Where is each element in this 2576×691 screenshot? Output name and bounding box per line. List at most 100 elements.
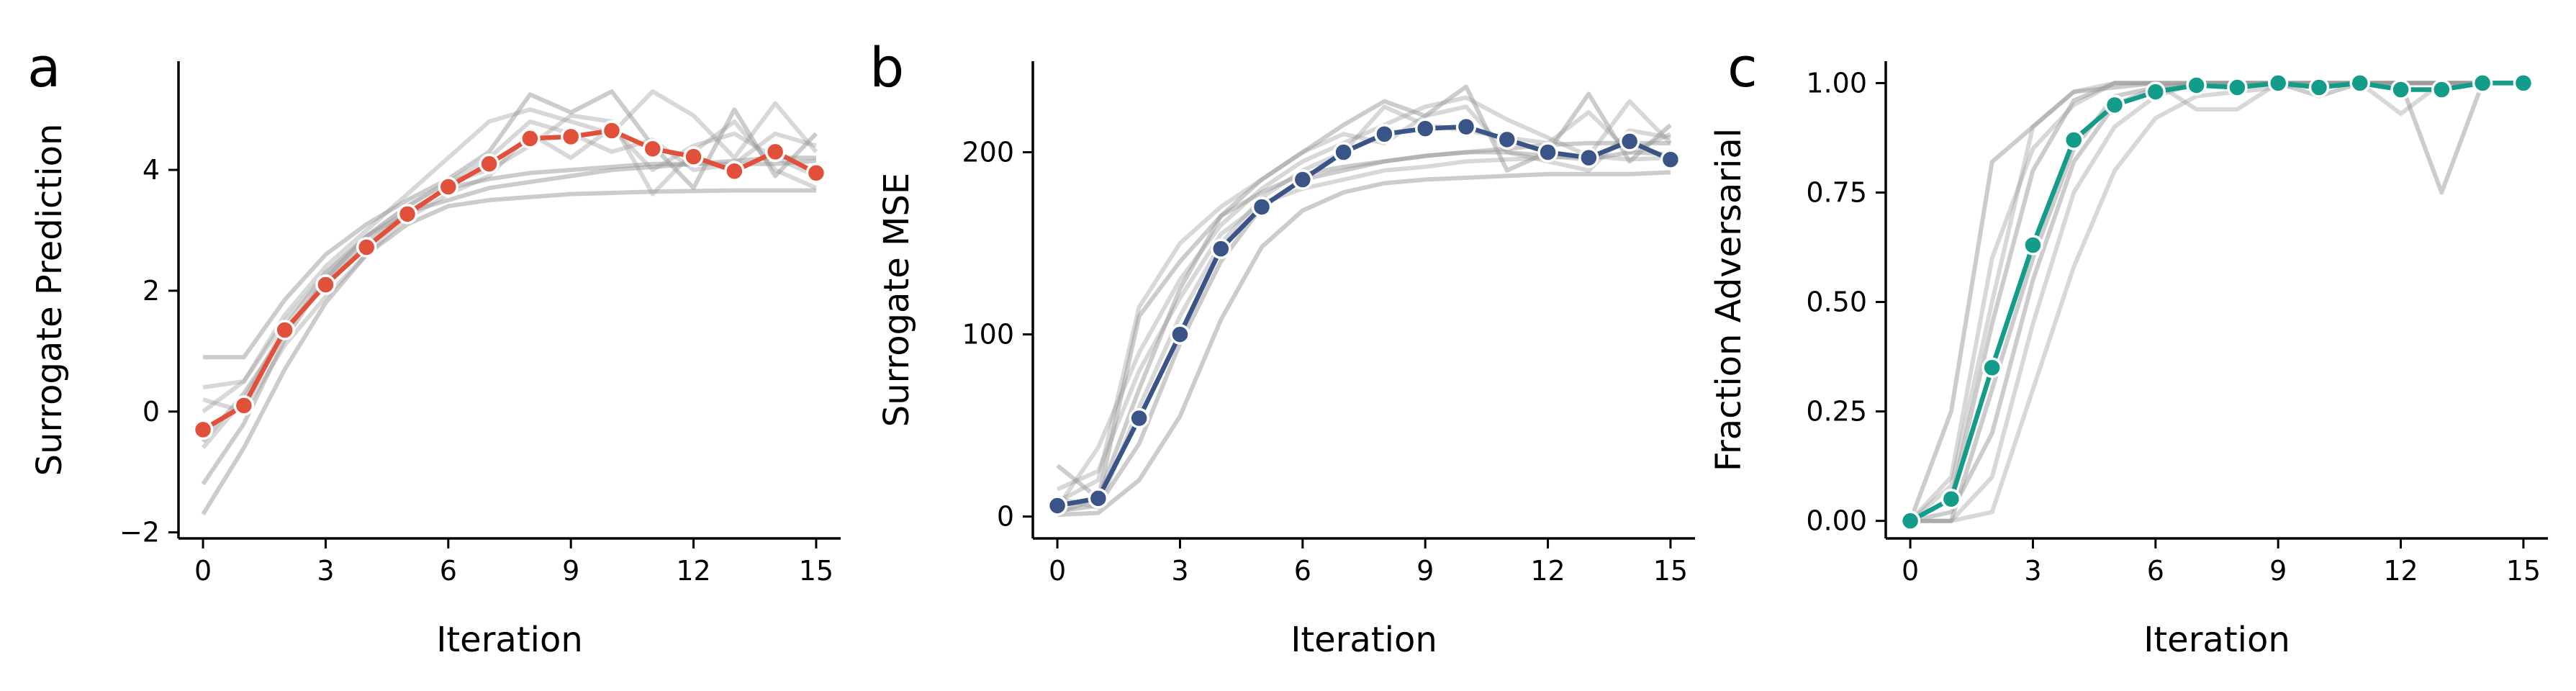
data-point [642,138,664,159]
x-tick-label: 9 [2269,555,2287,587]
data-point [2063,130,2084,150]
data-point [2472,73,2493,94]
data-point [2267,73,2289,94]
run-line [1056,84,1672,501]
y-tick-label: 1.00 [1806,67,1867,99]
run-line [1910,81,2523,523]
data-point [1496,129,1518,150]
data-point [2431,79,2452,100]
data-point [2513,73,2534,94]
run-line [202,89,818,390]
x-tick-label: 12 [676,555,710,587]
mean-line [202,128,818,432]
x-tick-label: 3 [2024,555,2041,587]
panel-letter: b [869,35,904,99]
run-line [202,125,818,414]
run-line [1910,81,2523,523]
data-point [274,320,295,340]
data-point [2023,235,2043,256]
x-tick-label: 6 [440,555,457,587]
data-point [192,419,214,441]
x-tick-label: 15 [799,555,833,587]
data-point [764,141,786,163]
data-point [1899,510,1921,531]
data-point [315,274,336,295]
data-point [356,237,377,258]
data-point [1292,169,1314,190]
x-tick-label: 9 [1416,555,1434,587]
data-point [520,128,541,149]
x-tick-label: 9 [562,555,579,587]
data-point [601,120,623,141]
x-tick-label: 15 [1653,555,1688,587]
data-point [2186,75,2207,96]
data-point [1414,118,1436,139]
x-tick-label: 12 [2383,555,2418,587]
data-point [1170,324,1190,345]
data-point [1210,238,1231,259]
data-point [1981,357,2002,379]
data-point [1047,495,1068,516]
run-line [1056,153,1671,492]
x-tick-label: 15 [2506,555,2541,587]
data-point [2104,94,2125,116]
x-tick-label: 0 [194,555,212,587]
mean-line [1057,124,1672,508]
x-tick-label: 0 [1902,555,1919,587]
data-point [560,126,582,148]
x-tick-label: 12 [1530,555,1565,587]
y-axis-label: Fraction Adversarial [1709,128,1749,471]
y-axis-label: Surrogate Prediction [30,124,70,477]
data-point [479,153,500,174]
run-line [1057,104,1672,510]
run-line [1909,81,2523,523]
run-line [201,188,816,515]
y-tick-label: −2 [119,517,160,548]
data-point [2349,73,2371,94]
x-axis-label: Iteration [436,620,583,660]
y-tick-label: 0 [143,396,160,428]
data-point [1333,142,1354,163]
run-line [1908,81,2523,523]
run-line [1057,170,1671,518]
x-axis-label: Iteration [1291,620,1437,660]
run-line [201,113,818,450]
run-line [1909,81,2523,523]
panel-letter: a [27,35,61,99]
data-point [1537,142,1558,163]
y-axis-label: Surrogate MSE [877,173,917,428]
y-tick-label: 200 [962,137,1014,168]
run-line [1056,104,1671,505]
x-tick-label: 6 [2147,555,2164,587]
run-line [1057,140,1671,515]
data-point [2227,77,2248,98]
data-point [724,161,745,181]
panel-b: b 0 3 6 9 12 15 0 100 200 Iteration Surrogate MSE [869,35,1695,660]
y-tick-label: 2 [143,275,160,307]
data-point [1455,116,1477,137]
x-tick-label: 6 [1294,555,1311,587]
run-line [1910,81,2523,523]
y-tick-label: 0.50 [1806,286,1867,318]
data-point [233,395,255,416]
run-line [1057,150,1671,513]
panel-a: a 0 3 6 9 12 15 −2 0 2 4 Iteration Surrogate Predict… [27,35,841,660]
mean-line [1909,81,2523,523]
data-point [1251,197,1273,217]
x-tick-label: 0 [1049,555,1066,587]
panel-c: c 0 3 6 9 12 15 0.00 0.25 0.50 0.75 1.00 Iteration Fr… [1709,35,2548,660]
data-point [397,204,418,225]
data-point [805,163,827,184]
x-axis-label: Iteration [2143,620,2290,660]
run-line [202,119,817,414]
data-point [1129,407,1149,429]
panel-letter: c [1727,35,1758,99]
run-line [203,89,818,360]
data-point [2308,77,2330,98]
data-point [1940,489,1962,510]
data-point [2145,81,2166,102]
data-point [1619,131,1640,152]
x-tick-label: 3 [1171,555,1188,587]
run-line [1055,95,1673,509]
